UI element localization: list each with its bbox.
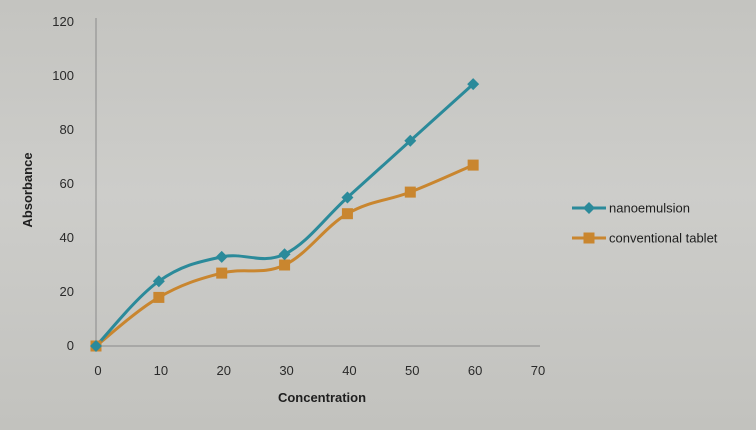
data-point-diamond bbox=[341, 191, 354, 204]
x-tick-label: 20 bbox=[216, 363, 230, 378]
data-point-diamond bbox=[278, 248, 291, 261]
y-tick-label: 20 bbox=[60, 284, 74, 299]
x-tick-label: 60 bbox=[468, 363, 482, 378]
data-point-diamond bbox=[90, 340, 102, 352]
legend-label-0: nanoemulsion bbox=[609, 201, 690, 216]
legend-marker-square bbox=[583, 232, 595, 244]
data-point-diamond bbox=[467, 78, 480, 91]
data-point-diamond bbox=[215, 250, 228, 263]
x-tick-label: 10 bbox=[154, 363, 168, 378]
y-tick-label: 40 bbox=[60, 230, 74, 245]
x-axis-title: Concentration bbox=[278, 390, 366, 405]
x-tick-label: 70 bbox=[531, 363, 545, 378]
data-point-square bbox=[341, 208, 353, 220]
data-point-square bbox=[404, 186, 416, 198]
data-point-diamond bbox=[404, 134, 417, 147]
legend: nanoemulsion conventional tablet bbox=[572, 201, 718, 246]
series-line-0 bbox=[94, 82, 475, 348]
x-tick-label: 40 bbox=[342, 363, 356, 378]
x-tick-label: 0 bbox=[94, 363, 101, 378]
data-point-square bbox=[153, 291, 165, 303]
data-point-square bbox=[467, 159, 479, 171]
x-tick-label: 50 bbox=[405, 363, 419, 378]
legend-label-1: conventional tablet bbox=[609, 231, 718, 246]
y-axis-title: Absorbance bbox=[20, 152, 35, 227]
legend-marker-diamond bbox=[583, 202, 595, 214]
data-point-square bbox=[279, 259, 291, 271]
data-point-square bbox=[216, 267, 228, 279]
x-tick-label: 30 bbox=[279, 363, 293, 378]
y-tick-label: 120 bbox=[52, 14, 74, 29]
y-tick-label: 0 bbox=[67, 338, 74, 353]
y-tick-label: 60 bbox=[60, 176, 74, 191]
y-tick-label: 100 bbox=[52, 68, 74, 83]
data-point-diamond bbox=[152, 275, 165, 288]
y-tick-label: 80 bbox=[60, 122, 74, 137]
